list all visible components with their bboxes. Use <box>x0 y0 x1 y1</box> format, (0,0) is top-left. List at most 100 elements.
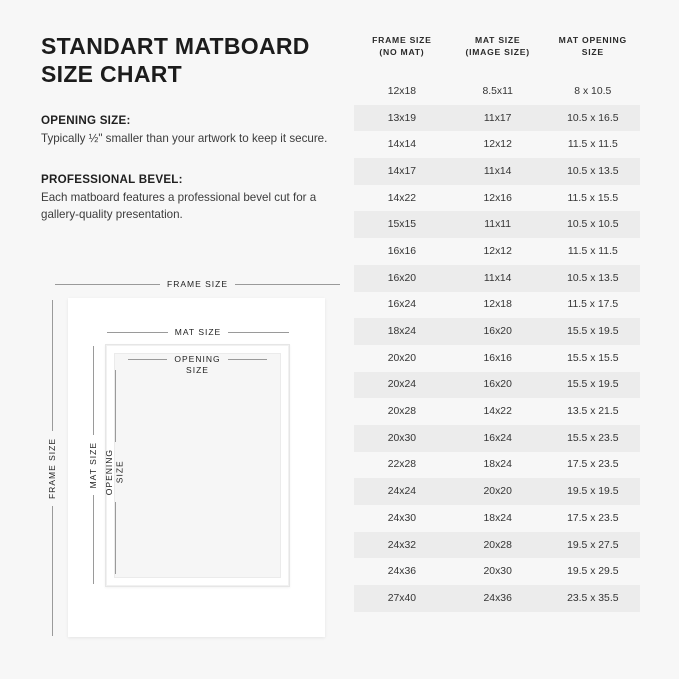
table-row: 20x20 16x16 15.5 x 15.5 <box>354 345 640 372</box>
column-header-mat-size-line2: (IMAGE SIZE) <box>465 47 530 58</box>
cell-mat-size: 11x14 <box>449 264 546 292</box>
mat-size-label-vertical-text: MAT SIZE <box>88 441 98 489</box>
cell-mat-opening-size: 15.5 x 15.5 <box>567 352 619 364</box>
rule-right <box>228 331 290 333</box>
frame-size-label-vertical-text: FRAME SIZE <box>47 437 57 499</box>
cell-mat-opening-size: 15.5 x 19.5 <box>545 318 640 345</box>
opening-size-label-horizontal-line1: OPENING <box>174 354 221 364</box>
cell-mat-opening-size: 17.5 x 23.5 <box>567 459 619 471</box>
table-row: 24x24 20x20 19.5 x 19.5 <box>354 478 640 505</box>
cell-mat-size: 16x24 <box>449 424 546 452</box>
info-block-opening-size: OPENING SIZE: Typically ½" smaller than … <box>41 114 341 147</box>
column-header-frame-size-line2: (NO MAT) <box>379 47 425 58</box>
cell-mat-size: 12x18 <box>483 299 512 311</box>
table-head: FRAME SIZE (NO MAT) MAT SIZE (IMAGE SIZE… <box>354 34 640 78</box>
opening-size-label-horizontal-line2: SIZE <box>186 364 209 375</box>
cell-mat-size: 11x11 <box>449 211 546 239</box>
cell-frame-size: 14x22 <box>387 192 417 204</box>
table-row: 12x18 8.5x11 8 x 10.5 <box>354 78 640 105</box>
table-body: 12x18 8.5x11 8 x 10.5 13x19 11x17 10.5 x 16.5… <box>354 78 640 612</box>
cell-mat-opening-size: 19.5 x 29.5 <box>567 566 619 578</box>
opening-size-label-horizontal-text: OPENING SIZE <box>167 354 227 375</box>
cell-frame-size: 27x40 <box>354 585 450 612</box>
cell-frame-size: 20x24 <box>354 371 450 399</box>
cell-mat-size: 12x12 <box>483 139 512 151</box>
table-header-row: FRAME SIZE (NO MAT) MAT SIZE (IMAGE SIZE… <box>354 34 640 78</box>
rule-left <box>128 359 168 360</box>
frame-size-label-horizontal: FRAME SIZE <box>55 278 341 290</box>
cell-mat-opening-size: 10.5 x 10.5 <box>545 211 640 239</box>
info-heading-professional-bevel: PROFESSIONAL BEVEL: <box>41 173 183 187</box>
cell-frame-size: 14x14 <box>387 139 417 151</box>
cell-mat-size: 18x24 <box>483 459 512 471</box>
cell-mat-size: 20x30 <box>483 566 512 578</box>
cell-mat-size: 20x28 <box>449 531 546 559</box>
frame-size-label-horizontal-text: FRAME SIZE <box>167 279 229 289</box>
table-row: 16x20 11x14 10.5 x 13.5 <box>354 264 640 292</box>
info-body-professional-bevel: Each matboard features a professional be… <box>41 191 317 222</box>
cell-frame-size: 22x28 <box>387 459 417 471</box>
opening-size-label-vertical: OPENING SIZE <box>104 370 125 575</box>
size-chart-table: FRAME SIZE (NO MAT) MAT SIZE (IMAGE SIZE… <box>354 34 640 612</box>
table-row: 27x40 24x36 23.5 x 35.5 <box>354 585 640 612</box>
column-header-mat-opening-size: MAT OPENING SIZE <box>546 34 640 78</box>
cell-mat-size: 14x22 <box>483 406 512 418</box>
table-row: 14x17 11x14 10.5 x 13.5 <box>354 158 640 185</box>
cell-mat-opening-size: 10.5 x 13.5 <box>545 158 640 185</box>
cell-mat-size: 8.5x11 <box>482 85 513 97</box>
rule-top <box>92 346 94 435</box>
cell-mat-size: 16x20 <box>449 318 546 345</box>
cell-frame-size: 16x20 <box>354 264 450 292</box>
opening-rectangle <box>114 353 281 578</box>
info-heading-opening-size: OPENING SIZE: <box>41 114 131 128</box>
cell-frame-size: 20x28 <box>387 406 417 418</box>
size-chart-table-wrapper: FRAME SIZE (NO MAT) MAT SIZE (IMAGE SIZE… <box>354 34 640 612</box>
cell-frame-size: 24x36 <box>387 566 417 578</box>
cell-mat-opening-size: 10.5 x 16.5 <box>545 104 640 132</box>
column-header-mat-size: MAT SIZE (IMAGE SIZE) <box>450 34 546 78</box>
rule-left <box>107 331 168 333</box>
column-header-frame-size-line1: FRAME SIZE <box>372 35 432 45</box>
table-row: 14x22 12x16 11.5 x 15.5 <box>354 185 640 212</box>
cell-mat-size: 12x12 <box>483 245 512 257</box>
rule-bottom <box>51 505 53 637</box>
cell-mat-size: 16x16 <box>483 352 512 364</box>
table-row: 24x32 20x28 19.5 x 27.5 <box>354 531 640 559</box>
column-header-mat-opening-size-line2: SIZE <box>581 47 604 58</box>
cell-mat-opening-size: 10.5 x 13.5 <box>545 264 640 292</box>
opening-size-label-vertical-line2: SIZE <box>115 460 125 484</box>
cell-mat-opening-size: 11.5 x 11.5 <box>567 139 618 151</box>
cell-frame-size: 18x24 <box>354 318 450 345</box>
table-row: 24x36 20x30 19.5 x 29.5 <box>354 558 640 585</box>
table-row: 20x24 16x20 15.5 x 19.5 <box>354 371 640 399</box>
mat-size-label-horizontal: MAT SIZE <box>107 326 290 338</box>
info-block-professional-bevel: PROFESSIONAL BEVEL: Each matboard featur… <box>41 173 341 223</box>
cell-mat-size: 24x36 <box>449 585 546 612</box>
table-row: 18x24 16x20 15.5 x 19.5 <box>354 318 640 345</box>
rule-bottom <box>114 502 116 575</box>
frame-size-label-vertical: FRAME SIZE <box>46 300 58 637</box>
opening-size-label-vertical-line1: OPENING <box>104 448 115 496</box>
mat-size-label-vertical: MAT SIZE <box>87 346 99 585</box>
matboard-diagram: FRAME SIZE MAT SIZE OPENING SIZE FRAME S… <box>22 278 342 650</box>
cell-frame-size: 12x18 <box>387 85 417 97</box>
rule-bottom <box>92 495 94 585</box>
rule-top <box>114 370 116 442</box>
table-row: 16x24 12x18 11.5 x 17.5 <box>354 292 640 319</box>
table-row: 13x19 11x17 10.5 x 16.5 <box>354 104 640 132</box>
info-body-opening-size: Typically ½" smaller than your artwork t… <box>41 132 328 146</box>
cell-mat-opening-size: 11.5 x 11.5 <box>567 245 618 257</box>
table-row: 24x30 18x24 17.5 x 23.5 <box>354 505 640 532</box>
table-row: 15x15 11x11 10.5 x 10.5 <box>354 211 640 239</box>
table-row: 22x28 18x24 17.5 x 23.5 <box>354 452 640 479</box>
cell-mat-size: 20x20 <box>449 478 546 505</box>
cell-frame-size: 13x19 <box>354 104 450 132</box>
table-row: 20x30 16x24 15.5 x 23.5 <box>354 424 640 452</box>
cell-mat-opening-size: 11.5 x 17.5 <box>567 299 619 311</box>
table-row: 20x28 14x22 13.5 x 21.5 <box>354 398 640 425</box>
cell-mat-size: 12x16 <box>483 192 512 204</box>
cell-frame-size: 24x24 <box>354 478 450 505</box>
cell-mat-opening-size: 19.5 x 27.5 <box>545 531 640 559</box>
page-title: STANDART MATBOARD SIZE CHART <box>41 33 310 88</box>
cell-frame-size: 20x20 <box>387 352 417 364</box>
